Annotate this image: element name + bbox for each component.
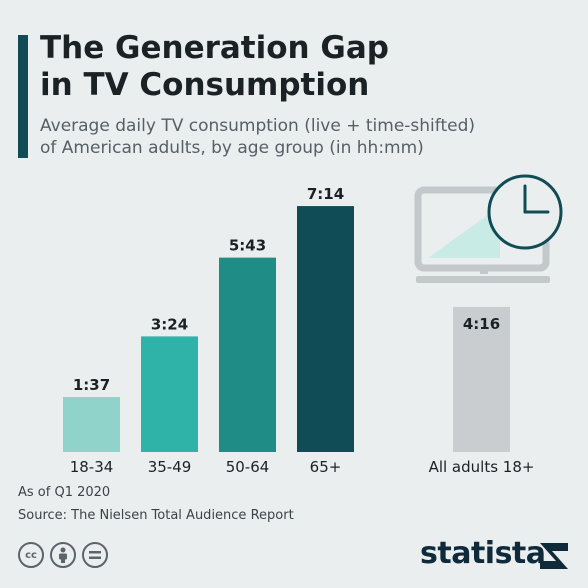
- title-accent-bar: [18, 35, 28, 158]
- value-label: 1:37: [73, 376, 110, 394]
- category-label: 35-49: [148, 458, 192, 476]
- chart-title: The Generation Gap in TV Consumption: [40, 30, 560, 104]
- bar-50-64: [219, 257, 276, 452]
- title-line-2: in TV Consumption: [40, 67, 370, 103]
- attribution-icon[interactable]: [50, 542, 76, 568]
- bar-35-49: [141, 336, 198, 452]
- bar-65-: [297, 206, 354, 452]
- bars-group: 1:37 18-34 3:24 35-49 5:43 50-64 7:14 65+ 4:16 Al…: [63, 185, 534, 476]
- creative-commons-icon[interactable]: cc: [18, 542, 44, 568]
- subtitle-line-1: Average daily TV consumption (live + tim…: [40, 116, 476, 136]
- category-label: 18-34: [70, 458, 114, 476]
- bar-all-adults-18-: [453, 306, 510, 452]
- statista-logo-icon: [540, 543, 568, 569]
- subtitle-line-2: of American adults, by age group (in hh:…: [40, 138, 424, 158]
- value-label: 7:14: [307, 185, 344, 203]
- license-icons: cc: [18, 542, 108, 568]
- category-label: All adults 18+: [429, 458, 535, 476]
- no-derivatives-icon[interactable]: [82, 542, 108, 568]
- value-label: 4:16: [463, 315, 500, 333]
- title-line-1: The Generation Gap: [40, 30, 389, 66]
- date-note: As of Q1 2020: [18, 485, 111, 500]
- tv-clock-icon: [414, 174, 563, 283]
- bar-chart: 1:37 18-34 3:24 35-49 5:43 50-64 7:14 65+ 4:16 Al…: [63, 174, 563, 476]
- bar-18-34: [63, 397, 120, 452]
- statista-logo-text[interactable]: statista: [420, 536, 546, 571]
- category-label: 50-64: [226, 458, 270, 476]
- value-label: 5:43: [229, 237, 266, 255]
- chart-subtitle: Average daily TV consumption (live + tim…: [40, 115, 560, 159]
- category-label: 65+: [310, 458, 342, 476]
- value-label: 3:24: [151, 315, 188, 333]
- source-note: Source: The Nielsen Total Audience Repor…: [18, 508, 294, 523]
